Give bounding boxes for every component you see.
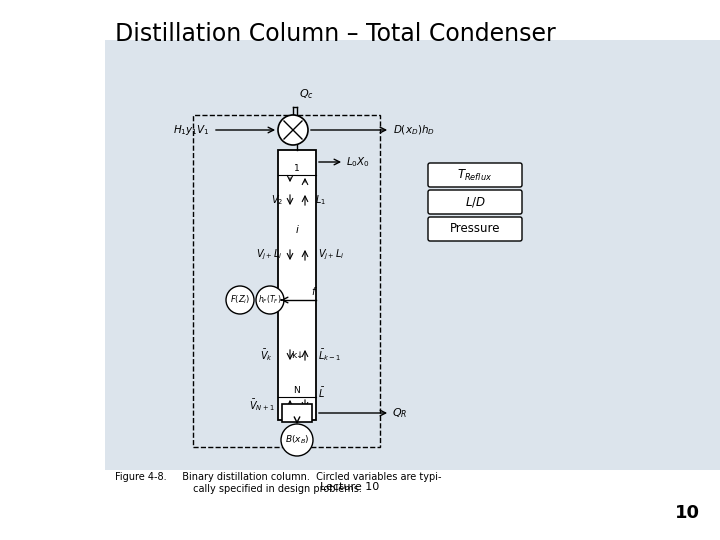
FancyBboxPatch shape xyxy=(428,163,522,187)
Bar xyxy=(278,150,316,420)
Circle shape xyxy=(256,286,284,314)
Text: $V_2$: $V_2$ xyxy=(271,193,283,207)
Text: $L_0X_0$: $L_0X_0$ xyxy=(346,155,370,169)
Bar xyxy=(105,40,720,470)
Text: $H_1y_1V_1$: $H_1y_1V_1$ xyxy=(173,123,210,137)
FancyBboxPatch shape xyxy=(428,217,522,241)
Circle shape xyxy=(281,424,313,456)
Text: cally specified in design problems.: cally specified in design problems. xyxy=(115,484,362,494)
Text: k↓: k↓ xyxy=(291,350,303,360)
Text: $\bar{V}_k$: $\bar{V}_k$ xyxy=(260,347,273,363)
Text: $Q_R$: $Q_R$ xyxy=(392,406,408,420)
Text: f: f xyxy=(311,287,315,297)
Circle shape xyxy=(278,115,308,145)
Text: Figure 4-8.     Binary distillation column.  Circled variables are typi-: Figure 4-8. Binary distillation column. … xyxy=(115,472,441,482)
Text: $T_{Reflux}$: $T_{Reflux}$ xyxy=(457,167,492,183)
Text: Lecture 10: Lecture 10 xyxy=(320,482,379,492)
Text: $h_F(T_F)$: $h_F(T_F)$ xyxy=(258,294,282,306)
Text: $D(x_D)h_D$: $D(x_D)h_D$ xyxy=(393,123,435,137)
Text: $L_1$: $L_1$ xyxy=(315,193,326,207)
Text: $\bar{L}$: $\bar{L}$ xyxy=(318,386,325,400)
Text: $F(Z_i)$: $F(Z_i)$ xyxy=(230,294,250,306)
Text: Pressure: Pressure xyxy=(450,222,500,235)
Text: $L/D$: $L/D$ xyxy=(464,195,485,209)
FancyBboxPatch shape xyxy=(428,190,522,214)
Text: $V_{j+}L_i$: $V_{j+}L_i$ xyxy=(256,248,283,262)
Text: $\bar{L}_{k-1}$: $\bar{L}_{k-1}$ xyxy=(318,347,341,363)
Text: N: N xyxy=(294,386,300,395)
Text: $B(x_B)$: $B(x_B)$ xyxy=(285,434,309,446)
Text: 10: 10 xyxy=(675,504,700,522)
Text: $\bar{V}_{N+1}$: $\bar{V}_{N+1}$ xyxy=(249,397,275,413)
Bar xyxy=(282,404,312,422)
Text: 1: 1 xyxy=(294,164,300,173)
Text: i: i xyxy=(296,225,298,235)
Text: $V_{j+}L_i$: $V_{j+}L_i$ xyxy=(318,248,344,262)
Circle shape xyxy=(226,286,254,314)
Text: $Q_c$: $Q_c$ xyxy=(299,87,314,101)
Bar xyxy=(193,115,380,447)
Text: Distillation Column – Total Condenser: Distillation Column – Total Condenser xyxy=(115,22,556,46)
